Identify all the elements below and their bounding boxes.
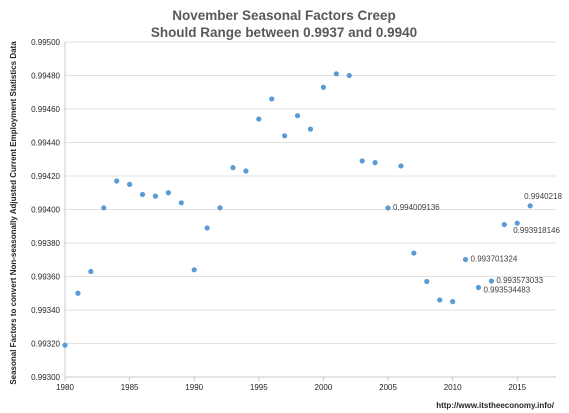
data-point xyxy=(75,290,81,296)
data-point xyxy=(165,190,171,196)
data-point xyxy=(178,200,184,206)
data-point xyxy=(424,278,430,285)
data-point xyxy=(450,299,456,305)
x-tick-label: 1985 xyxy=(121,383,139,392)
data-point xyxy=(217,205,223,211)
data-point xyxy=(191,267,197,273)
data-point xyxy=(333,71,339,77)
data-point xyxy=(359,158,365,164)
y-tick-label: 0.99320 xyxy=(31,340,60,349)
y-tick-label: 0.99300 xyxy=(31,373,60,382)
axes xyxy=(64,42,556,381)
y-tick-label: 0.99440 xyxy=(31,139,60,148)
data-point xyxy=(527,203,533,209)
data-point xyxy=(230,165,236,171)
data-points xyxy=(62,71,533,348)
data-point xyxy=(475,284,482,291)
y-tick-label: 0.99360 xyxy=(31,273,60,282)
gridlines xyxy=(65,41,556,378)
x-tick-labels: 1980 1985 1990 1995 2000 2005 2010 2015 xyxy=(56,383,527,392)
y-tick-label: 0.99460 xyxy=(31,105,60,114)
data-point xyxy=(256,116,262,122)
y-tick-label: 0.99400 xyxy=(31,206,60,215)
data-point xyxy=(398,163,404,169)
data-point xyxy=(307,126,314,132)
data-point xyxy=(243,168,249,174)
data-point xyxy=(462,256,469,263)
y-tick-label: 0.99500 xyxy=(31,38,60,47)
data-labels: 0.994009136 0.993701324 0.9935730330.99353… xyxy=(393,192,562,295)
data-label: 0.993918146 xyxy=(513,226,560,235)
data-label: 0.993701324 xyxy=(471,255,518,264)
chart-title-line-1: November Seasonal Factors Creep xyxy=(172,8,396,23)
data-point xyxy=(501,221,507,228)
y-tick-label: 0.99420 xyxy=(31,172,60,181)
y-axis-label: Seasonal Factors to convert Non-seasonal… xyxy=(9,41,18,385)
data-point xyxy=(269,96,275,102)
x-tick-label: 2010 xyxy=(444,383,462,392)
chart-title-line-2: Should Range between 0.9937 and 0.9940 xyxy=(151,25,417,40)
data-point xyxy=(488,278,494,284)
data-point xyxy=(385,205,391,211)
data-point xyxy=(320,84,327,90)
x-tick-label: 2015 xyxy=(508,383,526,392)
x-tick-label: 1990 xyxy=(185,383,203,392)
y-tick-labels: 0.99300 0.99320 0.99340 0.99360 0.99380 0.994… xyxy=(31,38,60,382)
data-point xyxy=(282,133,288,139)
data-point xyxy=(204,225,210,231)
data-point xyxy=(101,205,107,211)
y-tick-label: 0.99340 xyxy=(31,306,60,315)
data-point xyxy=(437,297,443,303)
data-point xyxy=(139,191,146,198)
x-tick-label: 2000 xyxy=(315,383,333,392)
data-point xyxy=(514,220,520,226)
x-tick-label: 2005 xyxy=(379,383,397,392)
data-point xyxy=(294,113,301,119)
y-tick-label: 0.99380 xyxy=(31,239,60,248)
source-url: http://www.itstheeconomy.info/ xyxy=(436,401,555,410)
data-label: 0.9940218 xyxy=(524,192,562,201)
x-tick-label: 1980 xyxy=(56,383,74,392)
data-point xyxy=(62,342,68,348)
data-label: 0.994009136 xyxy=(393,203,440,212)
data-point xyxy=(346,72,352,79)
data-point xyxy=(114,178,120,184)
chart-title: November Seasonal Factors Creep Should R… xyxy=(151,8,417,40)
data-point xyxy=(88,268,94,275)
data-point xyxy=(372,160,378,166)
data-point xyxy=(152,193,159,199)
data-point xyxy=(127,181,133,187)
x-tick-label: 1995 xyxy=(250,383,268,392)
y-tick-label: 0.99480 xyxy=(31,72,60,81)
data-label: 0.993534483 xyxy=(483,285,530,294)
data-label: 0.993573033 xyxy=(496,276,543,285)
data-point xyxy=(411,250,417,256)
